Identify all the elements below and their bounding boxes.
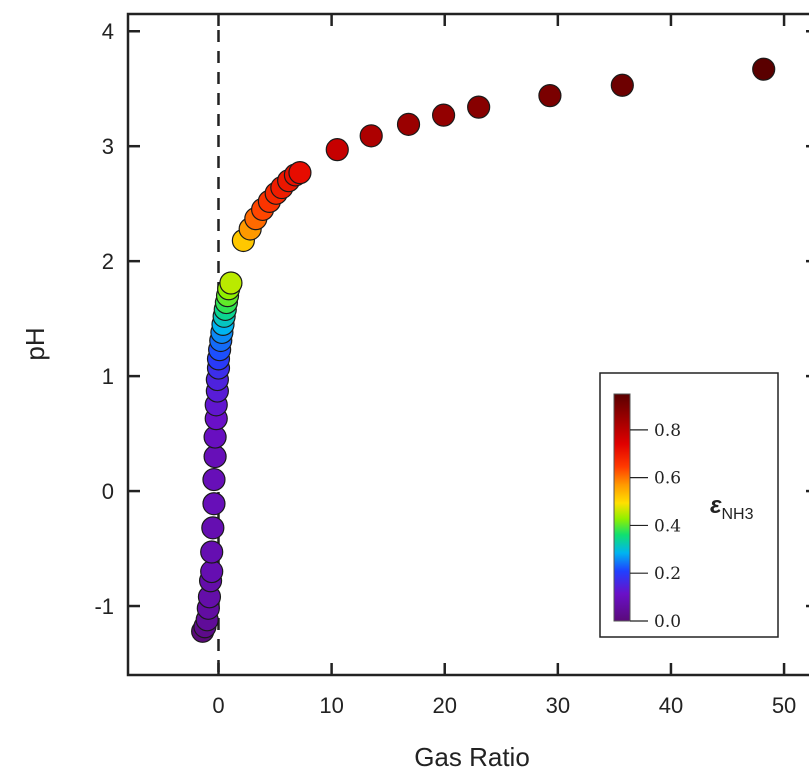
colorbar-tick-label: 0.8 — [654, 421, 681, 441]
data-point — [396, 112, 421, 136]
y-tick-label: 1 — [102, 364, 114, 389]
data-point — [467, 95, 491, 119]
colorbar-tick-label: 0.2 — [654, 564, 681, 584]
y-axis-ticks: -1 0 1 2 3 4 — [94, 19, 809, 619]
colorbar-gradient — [613, 393, 631, 622]
y-tick-label: -1 — [94, 594, 114, 619]
data-point — [359, 124, 383, 148]
y-tick-label: 0 — [102, 479, 114, 504]
y-tick-label: 2 — [102, 249, 114, 274]
data-point — [200, 540, 224, 564]
x-axis-title: Gas Ratio — [414, 742, 530, 772]
data-point — [610, 73, 634, 97]
data-point — [203, 444, 227, 469]
data-point — [431, 103, 456, 127]
data-point — [325, 138, 349, 162]
data-point — [752, 57, 776, 81]
colorbar-title: εNH3 — [710, 492, 754, 523]
colorbar-tick-label: 0.0 — [654, 612, 681, 632]
x-tick-label: 50 — [772, 693, 796, 718]
data-point — [200, 559, 224, 584]
x-tick-label: 30 — [546, 693, 570, 718]
plot-frame — [126, 12, 809, 677]
colorbar-title-subscript: NH3 — [721, 506, 753, 523]
x-tick-label: 20 — [432, 693, 456, 718]
colorbar-ticks: 0.0 0.2 0.4 0.6 0.8 — [630, 421, 681, 632]
x-tick-label: 40 — [659, 693, 683, 718]
colorbar-legend: 0.0 0.2 0.4 0.6 0.8 εNH3 — [599, 372, 779, 638]
data-point — [538, 84, 562, 108]
data-points — [191, 57, 776, 643]
colorbar-tick-label: 0.6 — [654, 469, 681, 489]
data-point — [219, 271, 243, 295]
y-axis-title: pH — [20, 327, 50, 360]
x-tick-label: 0 — [212, 693, 224, 718]
data-point — [201, 516, 225, 540]
colorbar-title-symbol: ε — [710, 492, 722, 519]
x-axis-ticks: 0 10 20 30 40 50 — [212, 14, 796, 718]
colorbar-tick-label: 0.4 — [654, 516, 681, 536]
y-tick-label: 4 — [102, 19, 114, 44]
data-point — [202, 467, 226, 492]
data-point — [288, 161, 312, 185]
x-tick-label: 10 — [319, 693, 343, 718]
y-tick-label: 3 — [102, 134, 114, 159]
data-point — [202, 492, 226, 516]
